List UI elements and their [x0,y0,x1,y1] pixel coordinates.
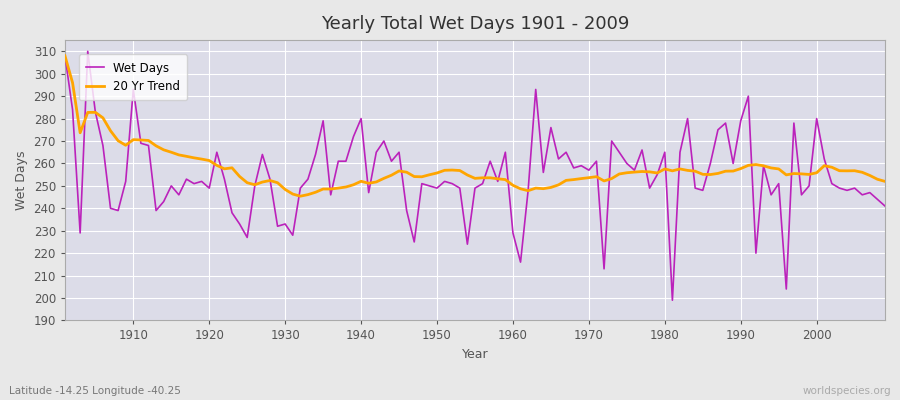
Wet Days [667,298,678,303]
20 Yr Trend [121,143,131,148]
20 Yr Trend [607,176,617,181]
Wet Days [515,260,526,264]
Wet Days [59,54,70,58]
Line: 20 Yr Trend: 20 Yr Trend [65,56,885,196]
Title: Yearly Total Wet Days 1901 - 2009: Yearly Total Wet Days 1901 - 2009 [320,15,629,33]
Wet Days [82,49,93,54]
X-axis label: Year: Year [462,348,489,361]
Wet Days [340,159,351,164]
Line: Wet Days: Wet Days [65,51,885,300]
20 Yr Trend [515,186,526,191]
Text: Latitude -14.25 Longitude -40.25: Latitude -14.25 Longitude -40.25 [9,386,181,396]
Text: worldspecies.org: worldspecies.org [803,386,891,396]
Wet Days [508,230,518,235]
20 Yr Trend [508,183,518,188]
Legend: Wet Days, 20 Yr Trend: Wet Days, 20 Yr Trend [79,54,187,100]
20 Yr Trend [59,54,70,58]
20 Yr Trend [879,179,890,184]
20 Yr Trend [340,184,351,189]
20 Yr Trend [295,194,306,198]
Wet Days [128,87,139,92]
Y-axis label: Wet Days: Wet Days [15,150,28,210]
Wet Days [607,139,617,144]
Wet Days [295,186,306,190]
Wet Days [879,204,890,208]
20 Yr Trend [287,192,298,196]
